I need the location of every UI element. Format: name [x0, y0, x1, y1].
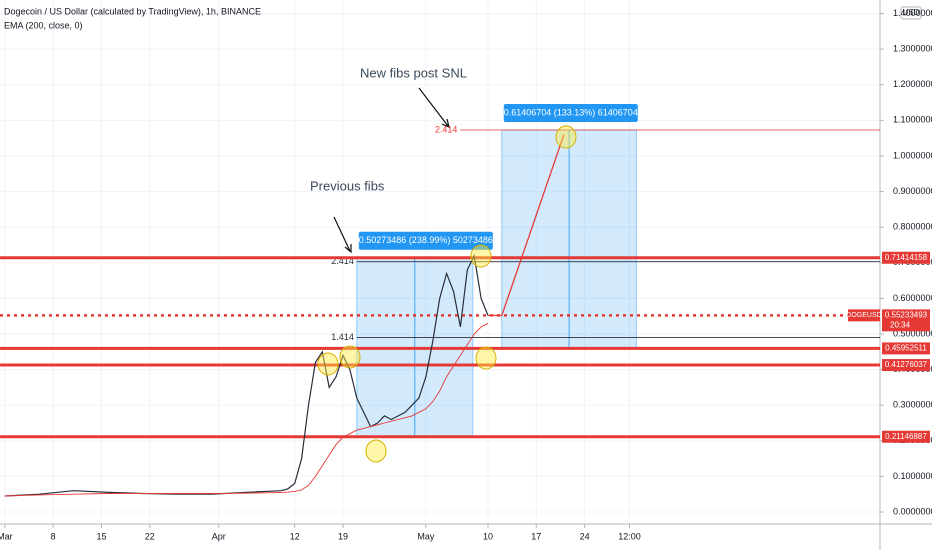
y-tick-label: 1.10000000 [893, 115, 932, 125]
range-label-bg [503, 103, 638, 122]
highlight [475, 346, 497, 370]
chart-title: Dogecoin / US Dollar (calculated by Trad… [4, 6, 261, 16]
projection-line [488, 134, 565, 317]
arrows [333, 87, 450, 254]
y-tick-label: 0.10000000 [893, 471, 932, 481]
y-tick-label: 1.40000000 [893, 8, 932, 18]
level-label-bg [882, 359, 930, 372]
arrow [418, 87, 450, 129]
level-label: 0.21146887 [885, 432, 927, 441]
y-tick-label: 0.90000000 [893, 186, 932, 196]
y-tick-label: 0.00000000 [893, 506, 932, 516]
symbol-bg [848, 309, 880, 322]
x-tick-label: 12:00 [618, 531, 641, 541]
highlight [365, 439, 387, 463]
x-tick-label: 19 [338, 531, 348, 541]
y-tick-label: 0.50000000 [893, 328, 932, 338]
level-label-bg [882, 430, 930, 443]
symbol-label: DOGEUSD [846, 312, 881, 319]
level-label: 0.71414158 [885, 253, 928, 262]
level-label: 0.45952511 [885, 344, 927, 353]
annotation: New fibs post SNL [360, 65, 467, 80]
fib-label: 1.414 [331, 332, 354, 342]
x-tick-label: May [417, 531, 435, 541]
y-tick-label: 1.20000000 [893, 79, 932, 89]
x-tick-label: 22 [145, 531, 155, 541]
x-tick-label: Apr [212, 531, 226, 541]
y-tick-label: 0.80000000 [893, 222, 932, 232]
last-price-bg [882, 309, 930, 332]
level-label-bg [882, 342, 930, 355]
level-label: 0.41276037 [885, 360, 928, 369]
y-tick-label: 0.30000000 [893, 400, 932, 410]
last-price-label: 0.55233493 [885, 310, 928, 319]
y-tick-label: 1.30000000 [893, 44, 932, 54]
currency-label: USD [903, 8, 920, 17]
x-tick-label: 10 [483, 531, 493, 541]
annotation: Previous fibs [310, 178, 385, 193]
countdown-label: 20:34 [890, 320, 911, 329]
x-tick-label: 17 [531, 531, 541, 541]
highlight [555, 125, 577, 149]
series-line [4, 322, 489, 497]
highlight [317, 352, 339, 376]
fib-label: 2.414 [435, 124, 458, 134]
x-tick-label: 12 [290, 531, 300, 541]
grid [0, 0, 880, 522]
fib-label: 2.414 [331, 256, 354, 266]
range-label-bg [358, 231, 493, 250]
x-tick-label: Mar [0, 531, 13, 541]
x-tick-label: 24 [580, 531, 590, 541]
arrow [333, 216, 352, 254]
y-tick-label: 1.00000000 [893, 150, 932, 160]
x-tick-label: 15 [96, 531, 106, 541]
indicator-label: EMA (200, close, 0) [4, 20, 83, 30]
currency-badge[interactable] [900, 6, 922, 20]
highlight [470, 244, 492, 268]
range-label: 0.61406704 (133.13%) 61406704 [504, 107, 638, 117]
range-label: 0.50273486 (238.99%) 50273486 [359, 235, 493, 245]
x-tick-label: 8 [51, 531, 56, 541]
y-tick-label: 0.60000000 [893, 293, 932, 303]
highlight [339, 345, 361, 369]
level-label-bg [882, 251, 930, 264]
